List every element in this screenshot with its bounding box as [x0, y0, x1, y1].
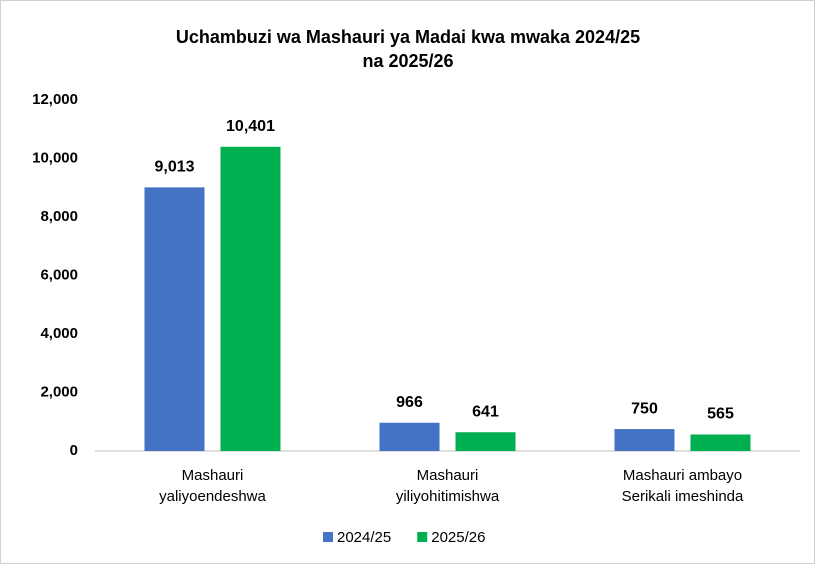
legend-label: 2024/25 — [337, 529, 391, 546]
y-tick-label: 10,000 — [32, 149, 78, 166]
bar — [144, 187, 205, 451]
data-label: 10,401 — [226, 118, 275, 135]
x-tick-label: Mashauri — [417, 467, 479, 484]
y-tick-label: 0 — [70, 442, 78, 459]
data-label: 565 — [707, 406, 734, 423]
bar — [614, 429, 675, 451]
bar — [379, 422, 440, 451]
x-tick-label: Mashauri ambayo — [623, 467, 742, 484]
x-tick-label: Mashauri — [182, 467, 244, 484]
y-tick-label: 4,000 — [40, 325, 78, 342]
data-label: 966 — [396, 394, 423, 411]
legend-swatch — [323, 532, 333, 542]
data-label: 641 — [472, 403, 499, 420]
y-tick-label: 8,000 — [40, 208, 78, 225]
x-tick-label: yiliyohitimishwa — [396, 488, 500, 505]
chart-title: Uchambuzi wa Mashauri ya Madai kwa mwaka… — [176, 27, 640, 47]
y-tick-label: 12,000 — [32, 91, 78, 108]
bar — [220, 146, 281, 451]
y-tick-label: 2,000 — [40, 383, 78, 400]
legend-label: 2025/26 — [431, 529, 485, 546]
data-label: 9,013 — [154, 159, 194, 176]
x-tick-label: Serikali imeshinda — [622, 488, 744, 505]
data-label: 750 — [631, 400, 658, 417]
x-tick-label: yaliyoendeshwa — [159, 488, 266, 505]
chart-title: na 2025/26 — [362, 51, 453, 71]
legend-swatch — [417, 532, 428, 542]
y-tick-label: 6,000 — [40, 266, 78, 283]
bar — [690, 434, 751, 451]
bar — [455, 432, 516, 451]
